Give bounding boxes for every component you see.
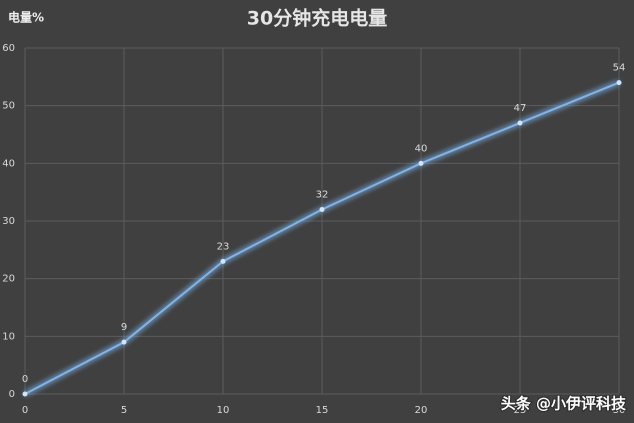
point [418, 160, 424, 166]
x-tick-label: 20 [415, 405, 428, 416]
x-tick-label: 10 [217, 405, 230, 416]
data-label: 23 [217, 241, 230, 252]
point [22, 391, 28, 397]
x-tick-label: 25 [514, 405, 527, 416]
data-label: 0 [22, 374, 28, 385]
y-tick-label: 50 [2, 101, 15, 112]
y-tick-label: 60 [2, 43, 15, 54]
data-label: 54 [613, 63, 626, 74]
data-label: 32 [316, 189, 329, 200]
point [121, 339, 127, 345]
point [220, 258, 226, 264]
point [517, 120, 523, 126]
data-label: 9 [121, 322, 127, 333]
data-label: 40 [415, 143, 428, 154]
y-tick-label: 20 [2, 274, 15, 285]
x-tick-label: 15 [316, 405, 329, 416]
point [616, 80, 622, 86]
y-tick-label: 0 [9, 389, 15, 400]
watermark: 头条 @小伊评科技 [501, 395, 627, 413]
y-tick-label: 10 [2, 331, 15, 342]
x-tick-label: 0 [22, 405, 28, 416]
point [319, 206, 325, 212]
y-tick-label: 30 [2, 216, 15, 227]
x-tick-label: 30 [613, 405, 626, 416]
data-label: 47 [514, 103, 527, 114]
chart-title: 30分钟充电电量 [247, 7, 387, 30]
y-axis-label: 电量% [8, 10, 44, 25]
y-tick-label: 40 [2, 158, 15, 169]
x-tick-label: 5 [121, 405, 127, 416]
